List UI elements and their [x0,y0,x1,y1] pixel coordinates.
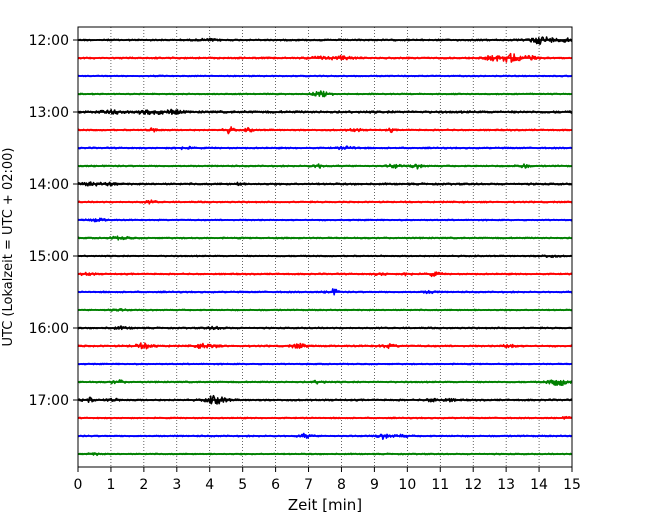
x-axis-ticks: 0 1 2 3 4 5 6 7 8 9 10 11 12 13 14 15 [74,467,581,493]
x-grid-lines [110,27,540,467]
x-tick-label: 3 [172,477,181,493]
x-tick-label: 1 [106,477,115,493]
x-tick-label: 6 [271,477,280,493]
x-tick-label: 10 [398,477,416,493]
x-tick-label: 0 [74,477,83,493]
x-tick-label: 8 [337,477,346,493]
y-tick-label: 14:00 [29,177,69,193]
y-axis-ticks: 12:00 13:00 14:00 15:00 16:00 17:00 [29,33,78,409]
y-tick-label: 13:00 [29,105,69,121]
x-tick-label: 13 [497,477,515,493]
y-tick-label: 17:00 [29,393,69,409]
y-tick-label: 15:00 [29,249,69,265]
x-tick-label: 11 [431,477,449,493]
y-tick-label: 16:00 [29,321,69,337]
y-tick-label: 12:00 [29,33,69,49]
x-tick-label: 7 [304,477,313,493]
x-tick-label: 4 [205,477,214,493]
x-tick-label: 5 [238,477,247,493]
seismic-traces [77,36,573,457]
y-axis-label: UTC (Lokalzeit = UTC + 02:00) [1,148,16,347]
x-tick-label: 15 [563,477,581,493]
x-tick-label: 2 [139,477,148,493]
x-tick-label: 14 [530,477,548,493]
x-tick-label: 12 [464,477,482,493]
x-axis-label: Zeit [min] [288,496,362,514]
plot-frame [77,26,573,468]
x-tick-label: 9 [370,477,379,493]
